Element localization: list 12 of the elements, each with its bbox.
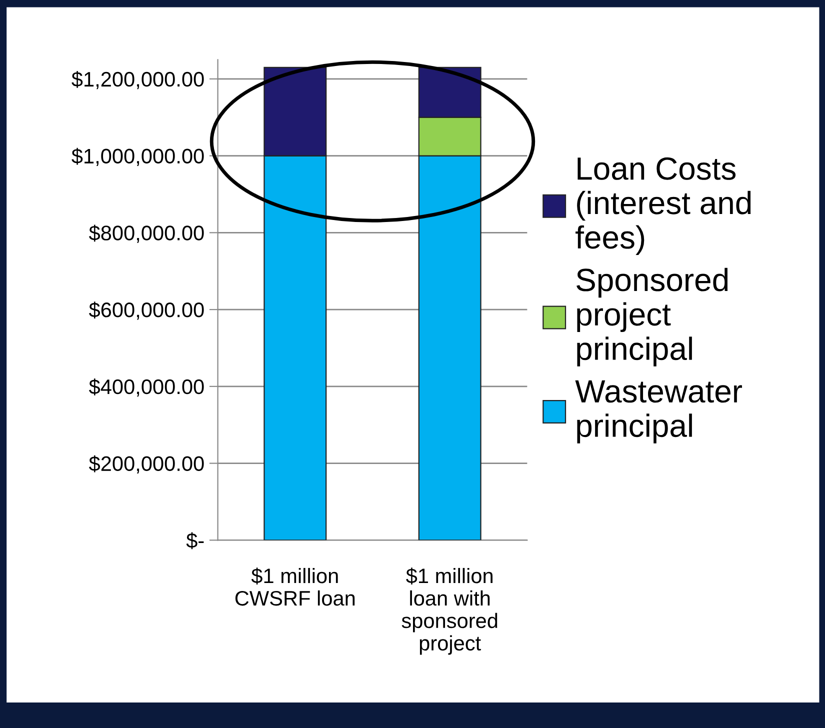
y-tick-label: $- bbox=[186, 532, 204, 550]
y-tick-label: $1,000,000.00 bbox=[72, 148, 204, 166]
y-tick-label: $600,000.00 bbox=[88, 302, 204, 320]
y-tick-label: $400,000.00 bbox=[88, 378, 204, 397]
legend-label: Wastewater principal bbox=[575, 380, 742, 444]
y-tick-label: $1,200,000.00 bbox=[72, 71, 204, 90]
x-tick-label: $1 million loan with sponsored project bbox=[402, 568, 498, 655]
x-tick-label: $1 million CWSRF loan bbox=[235, 568, 355, 606]
y-tick-label: $800,000.00 bbox=[88, 224, 204, 243]
legend-label: Sponsored project principal bbox=[576, 268, 728, 366]
y-tick-label: $200,000.00 bbox=[88, 455, 204, 474]
legend-label: Loan Costs (interest and fees) bbox=[576, 157, 751, 256]
